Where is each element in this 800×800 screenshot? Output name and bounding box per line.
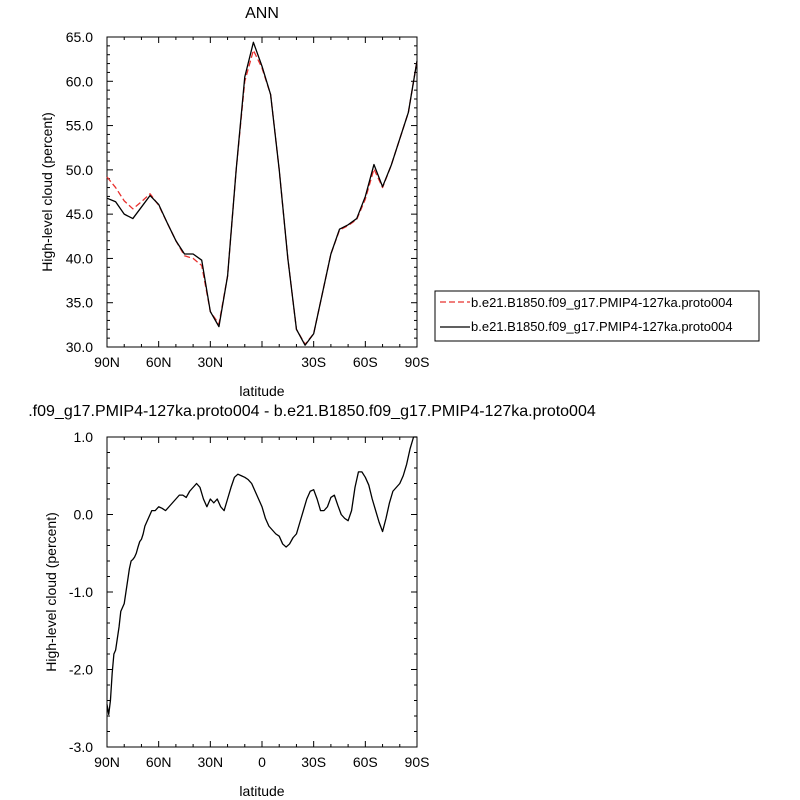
legend-frame [434, 290, 760, 342]
chart-bottom-x-tick-label: 90N [94, 754, 120, 770]
chart-top-y-tick-label: 30.0 [66, 339, 93, 355]
chart-bottom-x-axis-label: latitude [239, 783, 284, 799]
chart-bottom-title: .f09_g17.PMIP4-127ka.proto004 - b.e21.B1… [28, 403, 596, 420]
chart-top-y-tick-label: 45.0 [66, 206, 93, 222]
chart-top-axis-ticks: 90N 60N 30N 30S 60S 90S 30.0 35.0 40.0 45.0 50.0 55… [66, 29, 430, 370]
chart-bottom: .f09_g17.PMIP4-127ka.proto004 - b.e21.B1… [28, 403, 596, 799]
chart-bottom-y-axis-label: High-level cloud (percent) [43, 512, 59, 672]
chart-top-series [106, 41, 418, 346]
chart-top-title: ANN [245, 5, 279, 22]
chart-top-x-tick-label: 30S [301, 354, 326, 370]
chart-top-y-tick-label: 50.0 [66, 162, 93, 178]
chart-bottom-y-tick-label: -2.0 [69, 662, 93, 678]
chart-top-x-tick-label: 90S [405, 354, 430, 370]
chart-top-y-tick-label: 35.0 [66, 295, 93, 311]
legend-label-series-1: b.e21.B1850.f09_g17.PMIP4-127ka.proto004 [471, 295, 733, 310]
chart-top-x-tick-label: 30N [197, 354, 223, 370]
chart-top-x-tick-label: 60N [146, 354, 172, 370]
chart-bottom-x-tick-label: 60S [353, 754, 378, 770]
chart-top-series-line-2 [106, 41, 418, 346]
chart-bottom-y-tick-label: -3.0 [69, 739, 93, 755]
chart-bottom-y-tick-label: 1.0 [74, 429, 94, 445]
chart-top-y-tick-label: 55.0 [66, 118, 93, 134]
chart-top: ANN 90N 60N 30N 30S 60S 90S 30.0 35.0 40.0 45.0 50… [39, 5, 760, 399]
chart-top-y-tick-label: 65.0 [66, 29, 93, 45]
chart-bottom-plot-frame [106, 436, 418, 748]
chart-bottom-x-tick-label: 30N [197, 754, 223, 770]
chart-bottom-x-tick-label: 30S [301, 754, 326, 770]
chart-bottom-y-tick-label: -1.0 [69, 584, 93, 600]
chart-bottom-series-line-1 [106, 436, 417, 716]
chart-bottom-x-tick-label: 0 [258, 754, 266, 770]
chart-top-x-tick-label: 60S [353, 354, 378, 370]
chart-bottom-y-tick-label: 0.0 [74, 507, 94, 523]
chart-bottom-axis-ticks: 90N 60N 30N 0 30S 60S 90S -3.0 -2.0 -1.0 0.0 1.0 [69, 429, 430, 770]
chart-top-series-line-1 [106, 49, 418, 345]
chart-top-x-tick-label: 90N [94, 354, 120, 370]
chart-bottom-x-tick-label: 60N [146, 754, 172, 770]
legend-label-series-2: b.e21.B1850.f09_g17.PMIP4-127ka.proto004 [471, 319, 733, 334]
chart-top-y-tick-label: 40.0 [66, 250, 93, 266]
chart-top-y-axis-label: High-level cloud (percent) [39, 112, 55, 272]
chart-top-x-axis-label: latitude [239, 383, 284, 399]
chart-bottom-x-tick-label: 90S [405, 754, 430, 770]
chart-top-legend: b.e21.B1850.f09_g17.PMIP4-127ka.proto004… [434, 290, 760, 342]
chart-top-plot-frame [106, 36, 418, 348]
chart-bottom-series [106, 436, 417, 716]
chart-top-y-tick-label: 60.0 [66, 73, 93, 89]
